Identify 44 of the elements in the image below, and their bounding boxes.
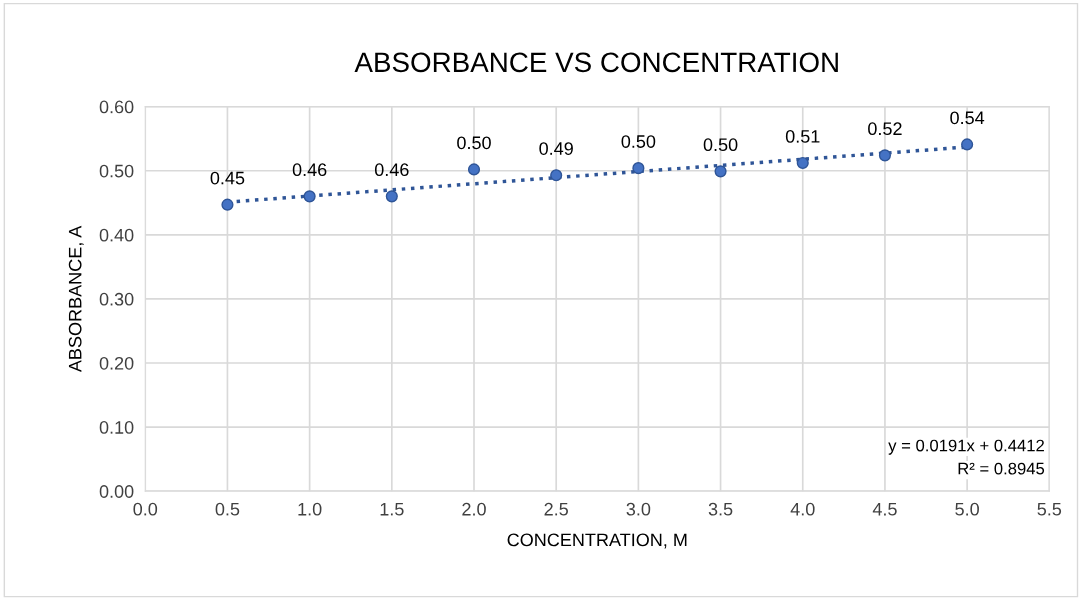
data-label: 0.51 bbox=[785, 130, 820, 143]
x-tick-label: 1.5 bbox=[380, 502, 404, 516]
data-label: 0.45 bbox=[210, 171, 245, 185]
point bbox=[796, 156, 809, 170]
data-label: 0.50 bbox=[457, 136, 491, 150]
x-tick-label: 5.0 bbox=[955, 502, 979, 516]
data-label: 0.54 bbox=[950, 111, 985, 125]
x-tick-label: 3.5 bbox=[708, 502, 733, 516]
data-label: 0.50 bbox=[621, 135, 656, 148]
data-label: 0.46 bbox=[374, 163, 409, 177]
x-axis-title: CONCENTRATION, M bbox=[507, 533, 687, 549]
x-tick-label: 1.0 bbox=[298, 502, 322, 516]
chart-title: ABSORBANCE VS CONCENTRATION bbox=[354, 52, 838, 73]
x-tick-label: 0.0 bbox=[133, 502, 158, 516]
data-label: 0.49 bbox=[539, 142, 573, 155]
annotation: R² = 0.8945 bbox=[958, 462, 1045, 475]
y-tick-label: 0.10 bbox=[99, 421, 134, 434]
y-tick-label: 0.40 bbox=[99, 228, 134, 242]
x-tick-label: 0.5 bbox=[215, 502, 240, 516]
x-tick-label: 4.5 bbox=[872, 502, 897, 516]
data-label: 0.46 bbox=[292, 163, 327, 177]
y-tick-label: 0.50 bbox=[99, 164, 134, 178]
point bbox=[714, 165, 727, 178]
point bbox=[467, 163, 481, 176]
y-tick-label: 0.20 bbox=[99, 356, 134, 370]
x-tick-label: 2.5 bbox=[544, 502, 568, 516]
point bbox=[221, 198, 234, 211]
x-tick-label: 5.5 bbox=[1037, 502, 1062, 516]
data-label: 0.52 bbox=[868, 122, 902, 136]
annotation: y = 0.0191x + 0.4412 bbox=[888, 439, 1044, 455]
point bbox=[550, 169, 563, 182]
point bbox=[303, 190, 316, 203]
y-tick-label: 0.00 bbox=[99, 485, 134, 498]
point bbox=[385, 190, 398, 203]
y-tick-label: 0.30 bbox=[99, 292, 134, 306]
y-tick-label: 0.60 bbox=[99, 100, 134, 114]
point bbox=[878, 149, 892, 162]
x-tick-label: 4.0 bbox=[790, 502, 815, 516]
x-tick-label: 2.0 bbox=[462, 502, 486, 516]
point bbox=[961, 138, 974, 151]
data-label: 0.50 bbox=[703, 138, 738, 152]
point bbox=[632, 162, 645, 175]
x-tick-label: 3.0 bbox=[626, 502, 651, 516]
y-axis-title: ABSORBANCE, A bbox=[68, 225, 84, 373]
